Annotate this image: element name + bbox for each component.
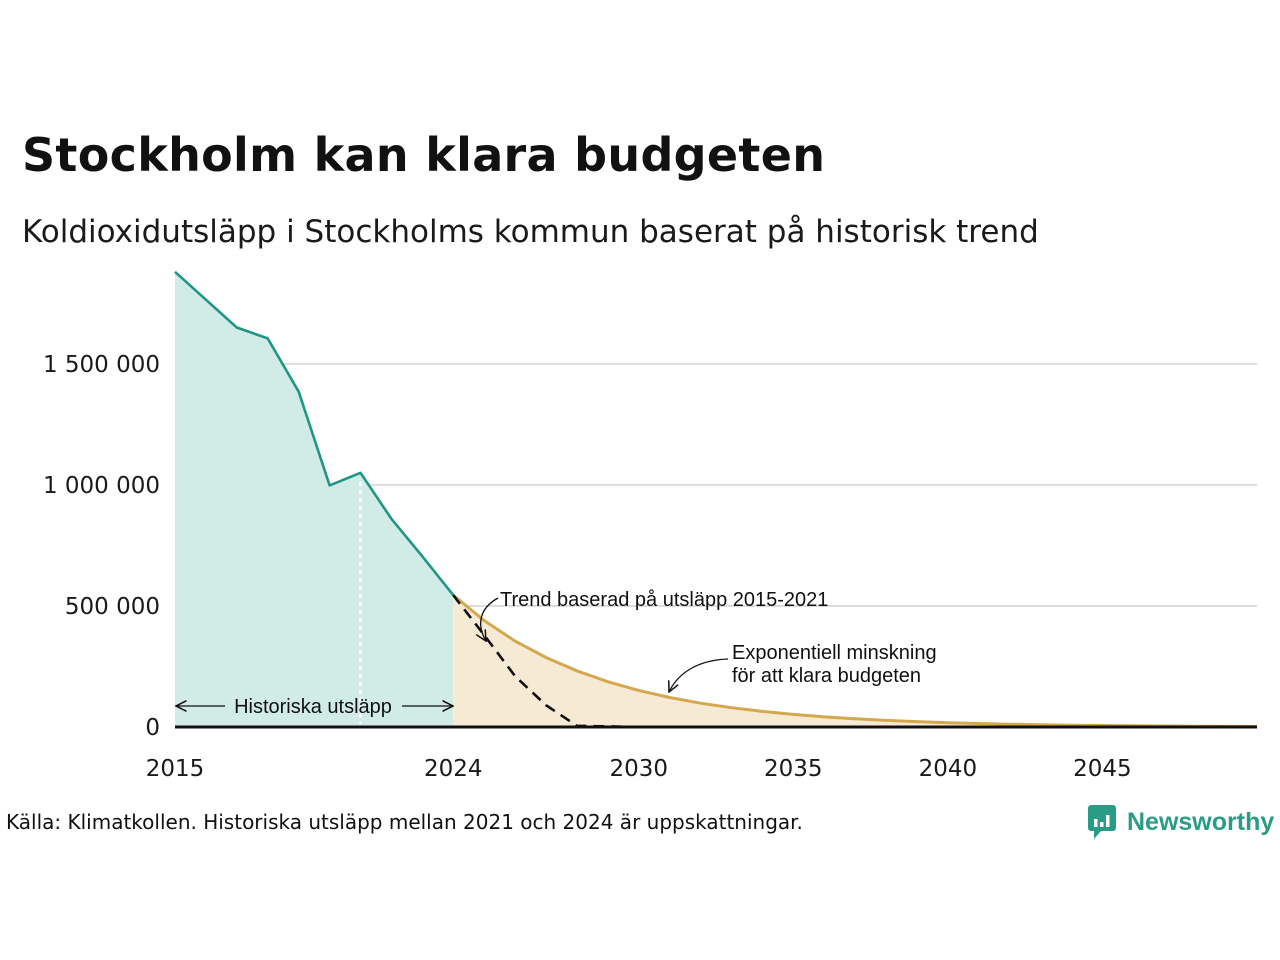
y-tick-label: 1 500 000 [43,352,160,378]
y-tick-label: 0 [145,715,160,741]
x-tick-label: 2030 [609,756,668,782]
budget-annotation-arrow [669,658,729,692]
brand-logo: Newsworthy [1086,802,1274,842]
x-tick-label: 2024 [424,756,483,782]
historical-series-line [174,270,455,596]
budget-annotation-line1: Exponentiell minskning [732,642,937,664]
x-tick-label: 2040 [919,756,978,782]
source-note: Källa: Klimatkollen. Historiska utsläpp … [6,810,803,834]
brand-name: Newsworthy [1127,807,1275,836]
x-axis-ticks: 2015 2024 2030 2035 2040 2045 [146,756,1132,782]
chart-subtitle: Koldioxidutsläpp i Stockholms kommun bas… [22,214,1039,250]
trend-annotation-arrow [481,597,499,641]
x-tick-label: 2035 [764,756,823,782]
trend-annotation: Trend baserad på utsläpp 2015-2021 [500,589,828,611]
y-tick-label: 1 000 000 [43,473,160,499]
y-axis-ticks: 0 500 000 1 000 000 1 500 000 [43,352,160,741]
x-tick-label: 2015 [146,756,205,782]
historical-area [175,271,454,727]
budget-annotation-line2: för att klara budgeten [732,665,921,687]
historical-annotation: Historiska utsläpp [234,696,392,718]
chart-title: Stockholm kan klara budgeten [22,128,826,182]
x-tick-label: 2045 [1073,756,1132,782]
y-tick-label: 500 000 [65,594,160,620]
newsworthy-logo-icon [1088,805,1116,839]
